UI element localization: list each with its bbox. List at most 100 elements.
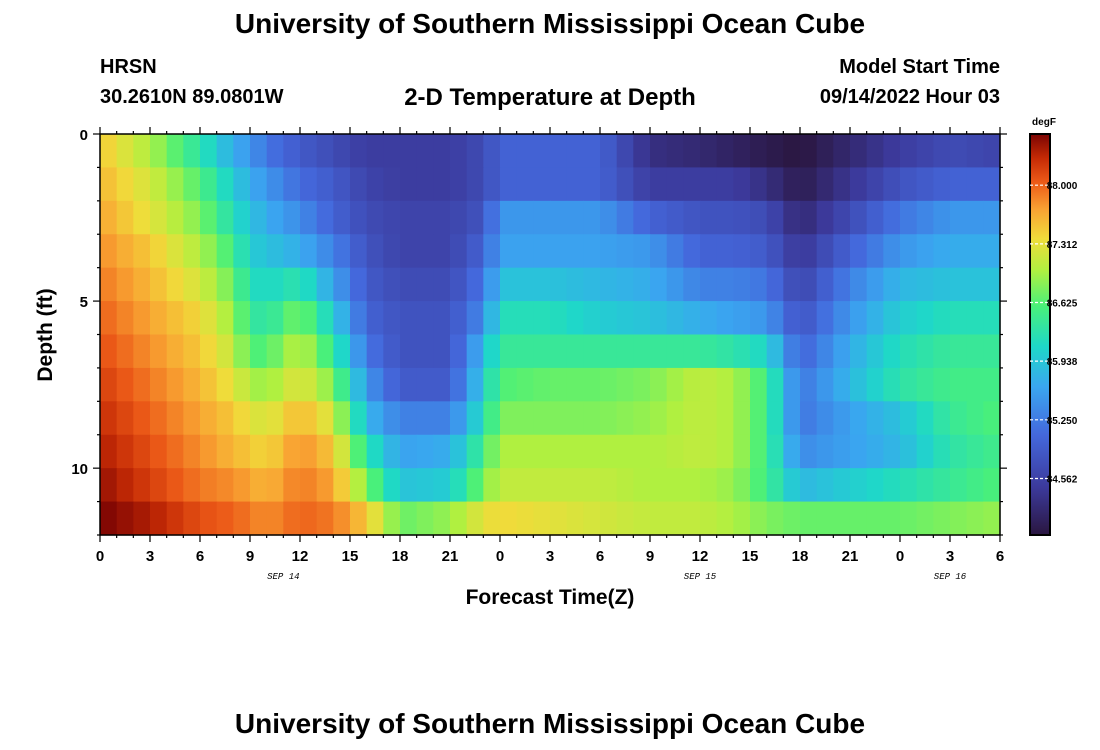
heatmap-cell	[650, 401, 668, 436]
heatmap-cell	[133, 267, 151, 302]
heatmap-cell	[433, 501, 451, 536]
heatmap-cell	[416, 200, 434, 235]
heatmap-cell	[783, 234, 801, 269]
heatmap-cell	[433, 367, 451, 402]
heatmap-cell	[833, 134, 851, 169]
heatmap-cell	[850, 234, 868, 269]
heatmap-cell	[250, 367, 268, 402]
heatmap-cell	[216, 367, 234, 402]
heatmap-cell	[116, 167, 134, 202]
heatmap-cell	[266, 234, 284, 269]
heatmap-cell	[300, 334, 318, 369]
heatmap-cell	[516, 501, 534, 536]
heatmap-cell	[133, 234, 151, 269]
heatmap-cell	[100, 134, 118, 169]
heatmap-cell	[583, 367, 601, 402]
heatmap-cell	[816, 167, 834, 202]
heatmap-cell	[916, 200, 934, 235]
heatmap-cell	[766, 434, 784, 469]
heatmap-cell	[250, 267, 268, 302]
heatmap-cell	[366, 134, 384, 169]
heatmap-cell	[666, 501, 684, 536]
heatmap-cell	[400, 334, 418, 369]
heatmap-cell	[916, 334, 934, 369]
heatmap-cell	[150, 434, 168, 469]
axis-ticks	[93, 127, 1007, 542]
heatmap-cell	[200, 200, 218, 235]
heatmap-cell	[100, 501, 118, 536]
heatmap-cell	[883, 434, 901, 469]
heatmap-cell	[533, 401, 551, 436]
heatmap-cell	[116, 200, 134, 235]
heatmap-cell	[966, 267, 984, 302]
heatmap-cell	[766, 234, 784, 269]
heatmap-cell	[516, 134, 534, 169]
heatmap-cell	[866, 134, 884, 169]
heatmap-cell	[316, 167, 334, 202]
heatmap-cell	[383, 434, 401, 469]
heatmap-cell	[883, 401, 901, 436]
heatmap-cell	[933, 200, 951, 235]
heatmap-cell	[400, 134, 418, 169]
heatmap-cell	[800, 200, 818, 235]
heatmap-cell	[250, 167, 268, 202]
heatmap-cell	[133, 200, 151, 235]
heatmap-cell	[183, 134, 201, 169]
heatmap-cell	[850, 301, 868, 336]
heatmap-cell	[250, 134, 268, 169]
heatmap-cell	[633, 367, 651, 402]
heatmap-cell	[750, 134, 768, 169]
heatmap-cell	[683, 434, 701, 469]
heatmap-cell	[416, 334, 434, 369]
heatmap-cell	[283, 367, 301, 402]
heatmap-cell	[166, 468, 184, 503]
heatmap-cell	[750, 334, 768, 369]
heatmap-cell	[966, 200, 984, 235]
heatmap-cell	[716, 334, 734, 369]
heatmap-cell	[766, 401, 784, 436]
heatmap-cell	[433, 267, 451, 302]
heatmap-cell	[700, 401, 718, 436]
heatmap-cell	[200, 267, 218, 302]
y-tick-label: 10	[71, 461, 88, 478]
heatmap-cell	[400, 501, 418, 536]
heatmap-cell	[850, 401, 868, 436]
heatmap-cell	[216, 501, 234, 536]
heatmap-cell	[283, 301, 301, 336]
heatmap-cell	[650, 234, 668, 269]
heatmap-cell	[483, 367, 501, 402]
heatmap-cell	[483, 234, 501, 269]
heatmap-cell	[650, 200, 668, 235]
heatmap-cell	[483, 134, 501, 169]
station-name: HRSN	[100, 56, 157, 78]
heatmap-cell	[283, 434, 301, 469]
heatmap-cell	[266, 301, 284, 336]
heatmap-cell	[400, 367, 418, 402]
heatmap-cell	[233, 401, 251, 436]
heatmap-cell	[433, 401, 451, 436]
heatmap-cell	[150, 468, 168, 503]
heatmap-cell	[700, 501, 718, 536]
heatmap-cell	[133, 401, 151, 436]
heatmap-cell	[966, 167, 984, 202]
heatmap-cell	[383, 501, 401, 536]
heatmap-cell	[666, 367, 684, 402]
heatmap-cell	[133, 501, 151, 536]
heatmap-cell	[166, 434, 184, 469]
heatmap-cell	[583, 234, 601, 269]
heatmap-cell	[650, 434, 668, 469]
heatmap-cell	[416, 434, 434, 469]
heatmap-cell	[333, 334, 351, 369]
heatmap-cell	[316, 134, 334, 169]
heatmap-cell	[350, 367, 368, 402]
heatmap-cell	[116, 401, 134, 436]
heatmap-cell	[250, 401, 268, 436]
heatmap-cell	[516, 401, 534, 436]
heatmap-cell	[633, 234, 651, 269]
heatmap-cell	[983, 167, 1001, 202]
heatmap-cell	[866, 434, 884, 469]
heatmap-cell	[516, 234, 534, 269]
heatmap-cell	[866, 468, 884, 503]
heatmap-cell	[183, 267, 201, 302]
heatmap-cell	[516, 200, 534, 235]
